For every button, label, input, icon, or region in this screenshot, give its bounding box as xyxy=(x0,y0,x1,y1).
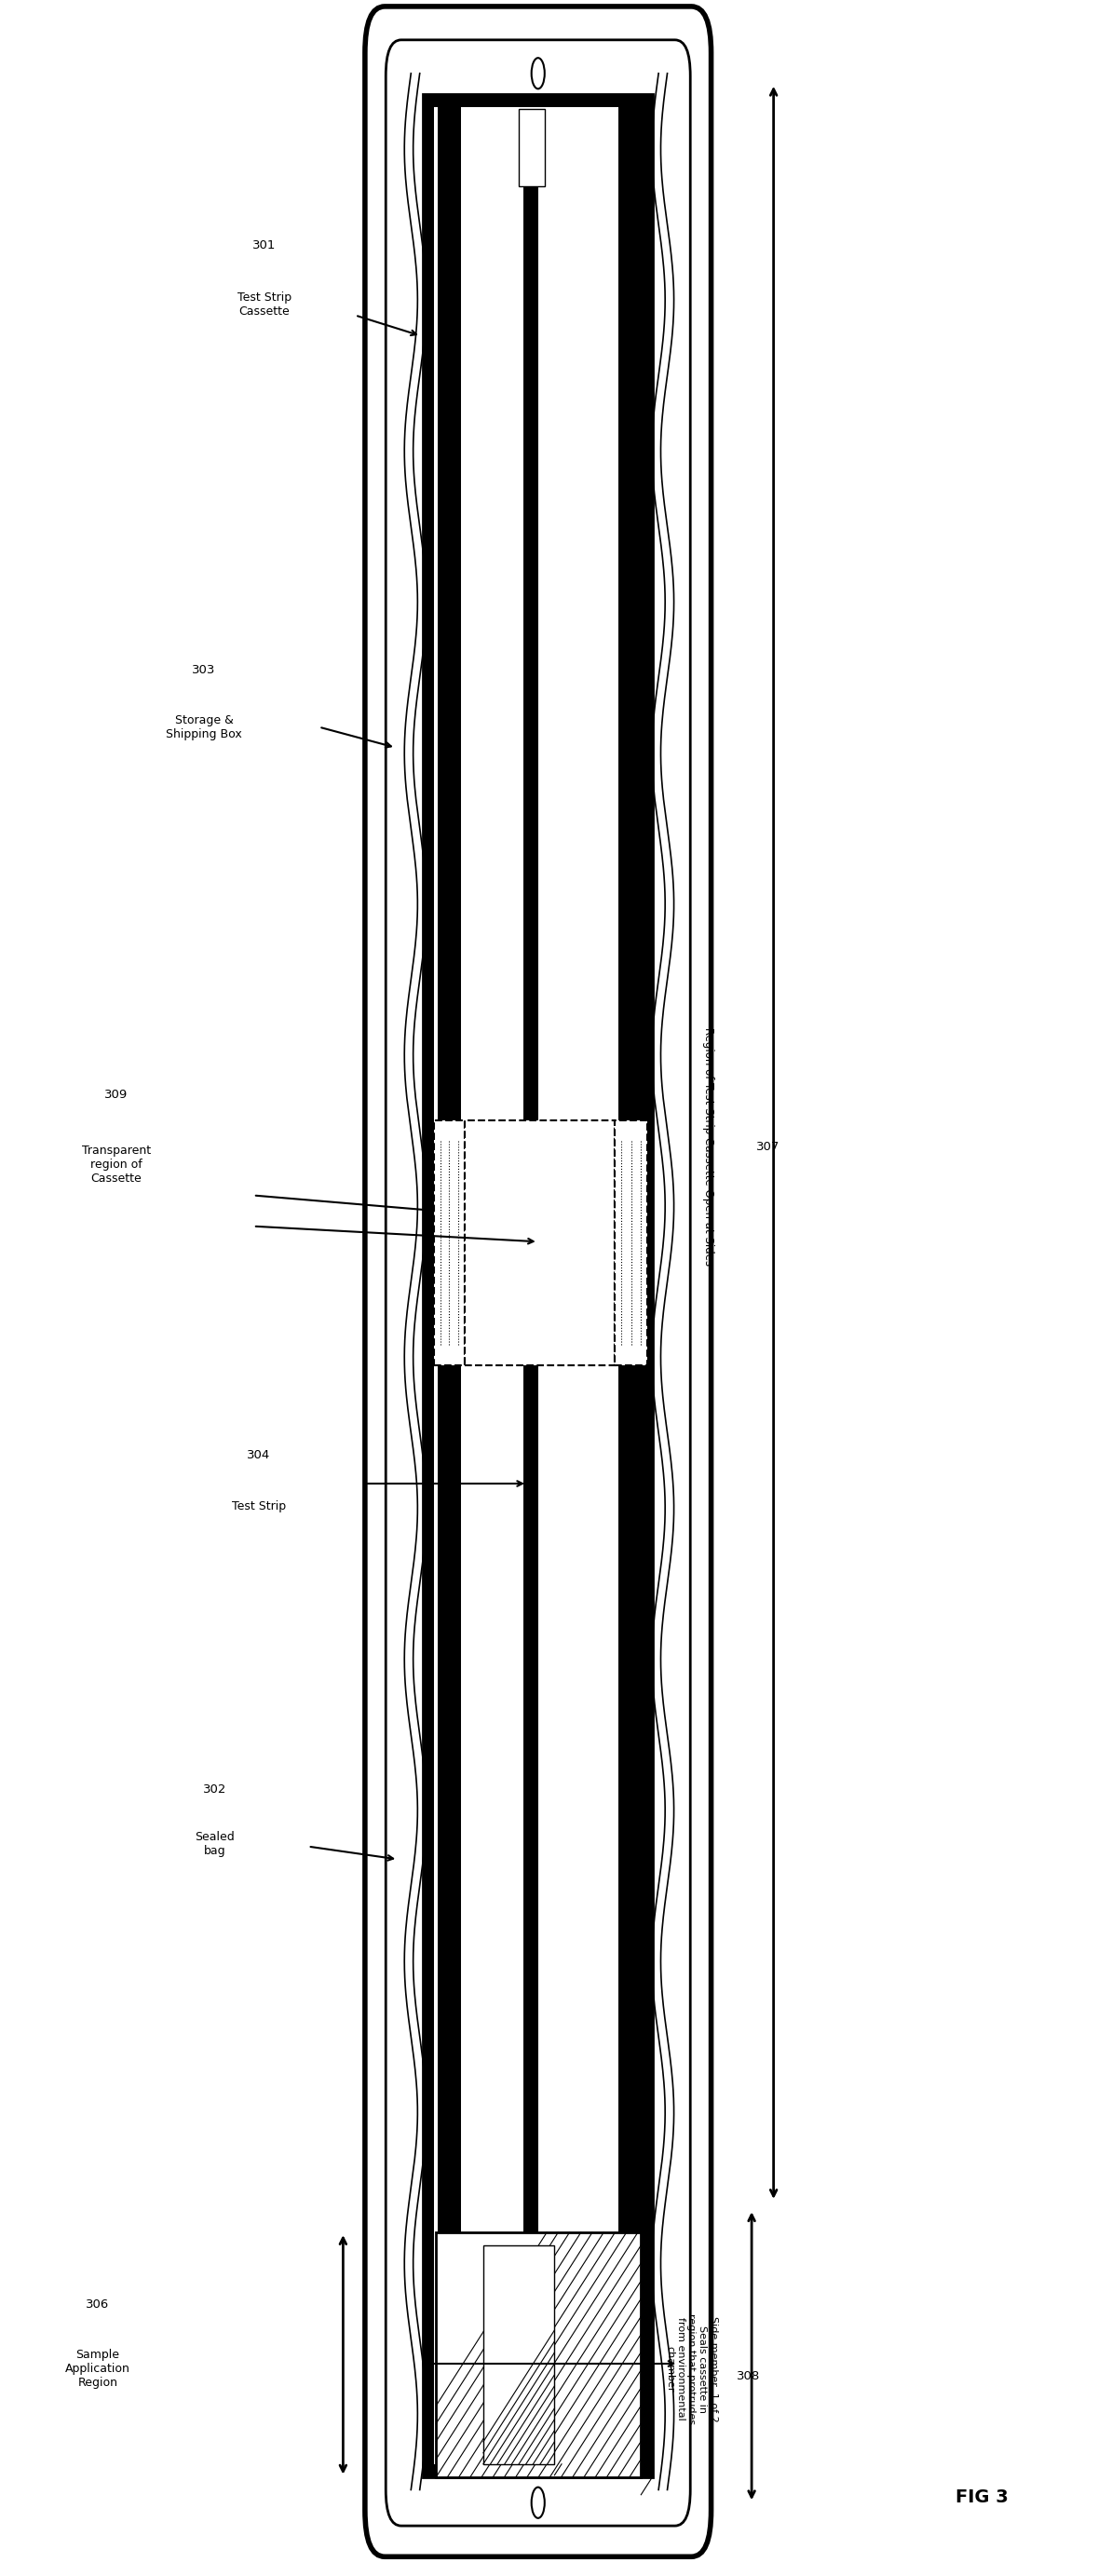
Text: Region of Test Strip Cassette Open at Sides: Region of Test Strip Cassette Open at Si… xyxy=(702,1028,714,1265)
Text: 307: 307 xyxy=(757,1141,780,1151)
Bar xyxy=(434,1121,464,1365)
Text: Sample
Application
Region: Sample Application Region xyxy=(65,2349,131,2388)
Text: Side member, 1 of 2
Seals cassette in
region that protrudes
from environmental
c: Side member, 1 of 2 Seals cassette in re… xyxy=(665,2313,718,2424)
Text: 304: 304 xyxy=(247,1450,270,1461)
Bar xyxy=(483,2246,554,2465)
Text: 302: 302 xyxy=(203,1783,226,1795)
Text: Sealed
bag: Sealed bag xyxy=(195,1832,235,1857)
Bar xyxy=(423,93,653,2478)
Bar xyxy=(437,106,461,2465)
Text: Test Strip
Cassette: Test Strip Cassette xyxy=(237,291,291,317)
Bar xyxy=(436,2233,641,2478)
Bar xyxy=(524,118,538,2447)
Bar xyxy=(434,106,642,2465)
Bar xyxy=(518,108,545,185)
Text: Transparent
region of
Cassette: Transparent region of Cassette xyxy=(81,1144,150,1185)
Text: 301: 301 xyxy=(253,240,276,252)
Text: 303: 303 xyxy=(192,665,216,677)
Text: 306: 306 xyxy=(86,2298,110,2311)
FancyBboxPatch shape xyxy=(365,8,712,2558)
FancyBboxPatch shape xyxy=(385,39,691,2527)
Text: FIG 3: FIG 3 xyxy=(955,2488,1008,2506)
Text: 309: 309 xyxy=(104,1090,128,1100)
Text: Storage &
Shipping Box: Storage & Shipping Box xyxy=(166,714,242,739)
Bar xyxy=(615,1121,648,1365)
Bar xyxy=(618,106,642,2465)
Text: 308: 308 xyxy=(737,2370,760,2383)
Bar xyxy=(464,1121,615,1365)
Text: Test Strip: Test Strip xyxy=(232,1502,285,1512)
